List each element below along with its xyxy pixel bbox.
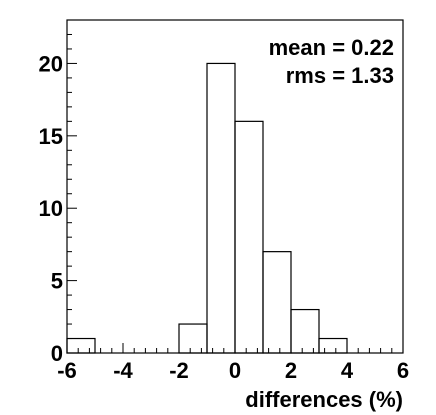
histogram-bar [178,323,208,354]
x-tick-label: -2 [169,358,189,383]
y-tick-label: 5 [51,269,63,294]
histogram-bar [234,120,264,354]
histogram-bar [206,62,236,354]
histogram-bar [318,337,348,354]
x-tick-label: 2 [285,358,297,383]
mean-stat: mean = 0.22 [269,35,394,60]
y-tick-label: 15 [39,124,63,149]
x-tick-label: -6 [57,358,77,383]
y-tick-label: 20 [39,51,63,76]
x-axis-title: differences (%) [245,387,403,412]
histogram-bar [290,308,320,354]
histogram-bars [66,62,348,354]
x-tick-label: -4 [113,358,133,383]
axis-ticks [66,19,404,354]
rms-stat: rms = 1.33 [286,63,394,88]
y-tick-label: 10 [39,196,63,221]
histogram-bar [66,337,96,354]
histogram-bar [262,251,292,354]
tick-labels: -6 -4 -2 0 2 4 6 0 5 10 15 20 [39,51,410,383]
x-tick-label: 4 [341,358,354,383]
y-tick-label: 0 [51,341,63,366]
x-tick-label: 6 [397,358,409,383]
x-tick-label: 0 [229,358,241,383]
